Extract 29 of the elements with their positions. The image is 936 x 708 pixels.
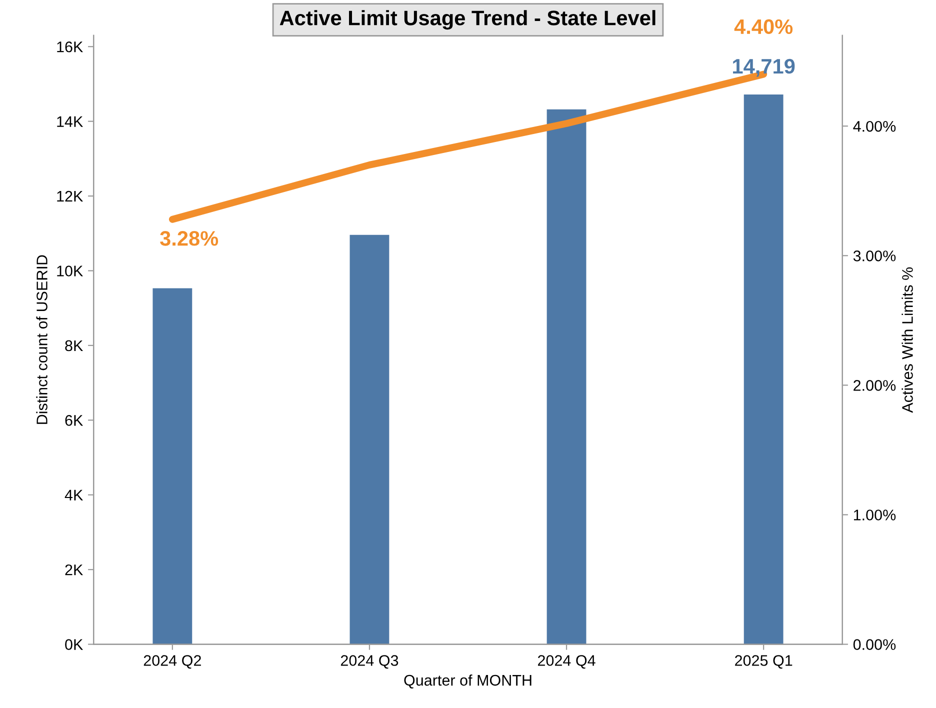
y-axis-title: Distinct count of USERID bbox=[36, 255, 48, 424]
y-tick-label: 14K bbox=[57, 116, 84, 127]
x-tick-label: 2025 Q1 bbox=[735, 655, 792, 669]
y-tick-label: 4K bbox=[64, 490, 84, 500]
y2-tick-label: 4.00% bbox=[853, 120, 896, 132]
y2-tick-label: 0.00% bbox=[853, 639, 896, 650]
x-tick-label: 2024 Q4 bbox=[538, 655, 596, 669]
data-label: 14,719 bbox=[733, 58, 795, 77]
x-axis-title: Quarter of MONTH bbox=[404, 674, 532, 688]
y-tick-label: 2K bbox=[65, 564, 84, 576]
y-tick-label: 16K bbox=[57, 41, 84, 52]
data-label: 3.28% bbox=[160, 231, 218, 246]
y2-tick-label: 1.00% bbox=[854, 510, 896, 520]
y-tick-label: 6K bbox=[65, 415, 84, 426]
x-tick-label: 2024 Q3 bbox=[340, 655, 398, 669]
bar bbox=[744, 94, 784, 644]
bar bbox=[152, 288, 192, 644]
x-tick-label: 2024 Q2 bbox=[144, 655, 201, 669]
chart-title: Active Limit Usage Trend - State Level bbox=[280, 10, 656, 30]
data-label: 4.40% bbox=[734, 19, 793, 34]
y-tick-label: 8K bbox=[65, 340, 84, 352]
y2-tick-label: 3.00% bbox=[853, 250, 896, 262]
y-tick-label: 0K bbox=[65, 639, 84, 650]
y2-axis-title: Actives With Limits % bbox=[902, 267, 913, 413]
y2-tick-label: 2.00% bbox=[854, 380, 896, 391]
y-tick-label: 10K bbox=[57, 266, 84, 276]
bar bbox=[350, 234, 390, 644]
y-tick-label: 12K bbox=[57, 190, 84, 202]
bar bbox=[546, 109, 586, 644]
